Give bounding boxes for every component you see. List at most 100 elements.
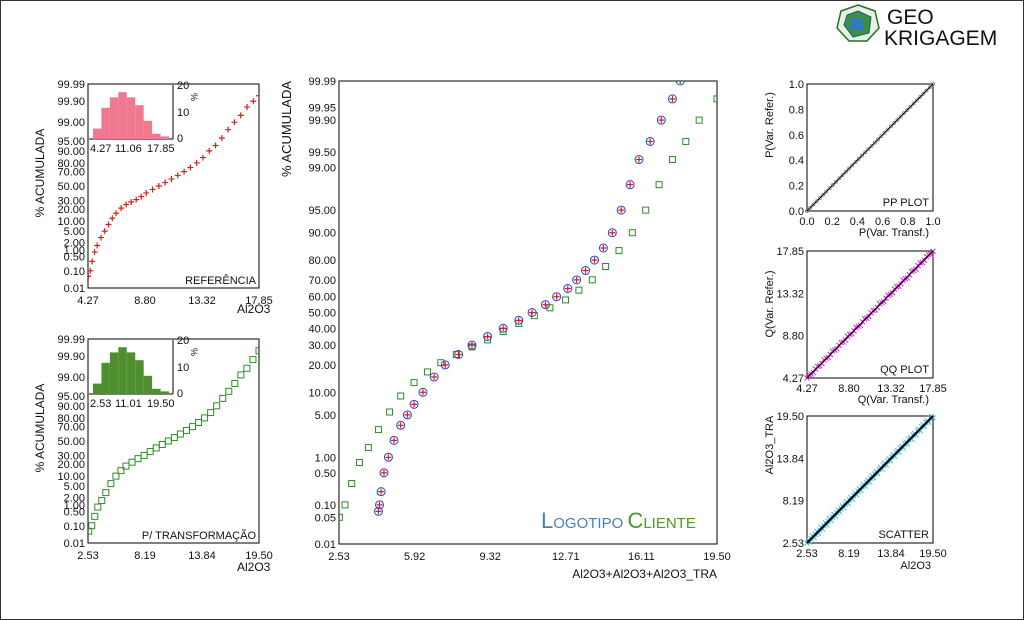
main-point (454, 349, 464, 359)
tra-hist-bar (135, 360, 144, 394)
tra-ytick-label: 99.90 (57, 351, 85, 363)
tra-hist-xtick-min: 2.53 (90, 398, 111, 410)
scatter-point (857, 487, 864, 494)
pp-point (834, 179, 839, 184)
pp-xtick-label: 0.6 (875, 216, 890, 228)
tra-ytick-label: 0.50 (64, 507, 85, 519)
pp-plot-frame (806, 83, 934, 212)
main-point (389, 435, 399, 445)
pp-point (863, 150, 868, 155)
main-point (647, 138, 654, 145)
main-ytick-label: 99.00 (308, 163, 336, 175)
main-ytick-label: 99.99 (308, 76, 336, 88)
pp-reference-line (806, 83, 934, 212)
pp-ytick-label: 1.0 (789, 79, 804, 91)
qq-point (893, 283, 900, 290)
main-point (542, 301, 549, 308)
main-point (437, 359, 445, 367)
main-point (618, 207, 625, 214)
pp-point (827, 186, 832, 191)
tra-ytick-label: 70.00 (57, 422, 85, 434)
pp-ytick-label: 0.0 (789, 206, 804, 218)
ref-point (225, 126, 232, 133)
pp-ylabel: P(Var. Refer.) (764, 92, 776, 158)
pp-point (889, 124, 894, 129)
ref-hist-ytick-0: 0 (177, 133, 183, 145)
scatter-point (925, 419, 932, 426)
tra-plot-frame (87, 338, 260, 544)
ref-point (250, 98, 257, 105)
main-ytick-label: 0.10 (315, 500, 336, 512)
main-point (498, 323, 508, 333)
tra-corner-label: P/ TRANSFORMAÇÃO (142, 529, 257, 542)
tra-ytick-label: 80.00 (57, 413, 85, 425)
pp-point (821, 192, 826, 197)
tra-point (231, 379, 239, 387)
scatter-point (862, 483, 868, 490)
main-point (600, 244, 607, 251)
scatter-point (866, 479, 873, 485)
scatter-point (849, 496, 856, 502)
pp-point (908, 104, 913, 109)
main-point (396, 420, 406, 430)
ref-point (199, 154, 206, 161)
scatter-xtick-label: 13.84 (877, 548, 905, 560)
main-point (591, 257, 598, 264)
main-point (455, 351, 462, 358)
ref-hist-bar (135, 105, 144, 139)
main-point (429, 372, 439, 382)
pp-point (811, 202, 816, 207)
pp-point (872, 140, 877, 145)
tra-point (117, 467, 125, 475)
tra-ytick-label: 99.99 (57, 334, 85, 346)
tra-point (88, 522, 96, 530)
tra-ytick-label: 90.00 (57, 401, 85, 413)
ref-xtick-label: 13.32 (188, 295, 216, 307)
main-point (668, 156, 676, 164)
qq-point (814, 363, 821, 370)
ref-point (155, 183, 162, 189)
main-point (379, 468, 389, 478)
ref-ytick-label: 10.00 (57, 216, 85, 228)
ref-point (244, 104, 251, 111)
ref-point (218, 134, 225, 141)
pp-xlabel: P(Var. Transf.) (859, 227, 929, 239)
main-ytick-label: 50.00 (308, 308, 336, 320)
ref-hist-xtick-mid: 11.06 (115, 143, 142, 155)
main-point (348, 480, 356, 488)
main-point (376, 501, 383, 508)
scatter-ytick-label: 19.50 (776, 411, 804, 423)
main-point (588, 276, 596, 284)
main-point (375, 508, 382, 515)
main-point (410, 379, 418, 387)
tra-ytick-label: 20.00 (57, 459, 85, 471)
tra-ytick-label: 10.00 (57, 471, 85, 483)
tra-hist-ytick-10: 10 (177, 362, 189, 374)
ref-ylabel: % ACUMULADA (33, 129, 47, 218)
tra-hist-bar (152, 388, 161, 394)
scatter-point (836, 509, 843, 515)
ref-ytick-label: 2.00 (64, 237, 85, 249)
pp-xtick-label: 1.0 (925, 216, 940, 228)
qq-point (881, 298, 887, 305)
main-ytick-label: 99.90 (308, 115, 336, 127)
main-point (628, 229, 636, 237)
main-point (409, 399, 419, 409)
pp-point (918, 95, 923, 100)
tra-point (176, 430, 184, 438)
tra-hist-ytick-20: 20 (177, 335, 189, 347)
main-point (376, 487, 386, 497)
tra-point (182, 426, 190, 434)
ref-point (97, 234, 104, 241)
scatter-marks (804, 413, 936, 546)
tra-point (207, 409, 215, 417)
qq-point (870, 307, 877, 314)
main-point (573, 276, 580, 283)
tra-hist-xtick-max: 19.50 (147, 398, 175, 410)
client-logo: LOGOTIPO CLIENTE (541, 508, 696, 533)
ref-point (101, 228, 108, 235)
scatter-point (879, 466, 885, 473)
main-point (341, 501, 349, 509)
qq-ytick-label: 8.80 (783, 331, 804, 343)
